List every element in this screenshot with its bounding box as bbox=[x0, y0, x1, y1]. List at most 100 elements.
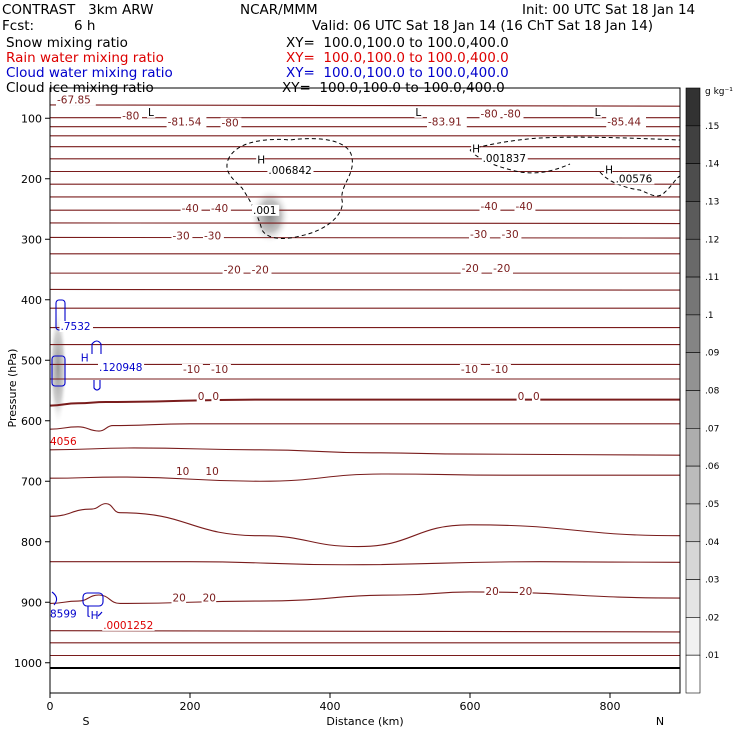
rain-water-label-0: 4056 bbox=[50, 436, 77, 448]
extremum-label-bg-13 bbox=[614, 173, 655, 185]
isotherm-label-bg-4 bbox=[180, 203, 202, 215]
colorbar-label-7: .08 bbox=[705, 387, 720, 397]
ice-contour-lower-lobe bbox=[469, 149, 571, 174]
isotherm-label-bg-25 bbox=[204, 466, 219, 478]
colorbar-swatch-1 bbox=[685, 125, 701, 164]
colorbar-swatch-5 bbox=[685, 276, 701, 316]
isotherm-label-1: -80 bbox=[222, 118, 239, 130]
y-tick-label-3: 400 bbox=[21, 294, 42, 307]
colorbar-swatch-13 bbox=[685, 579, 701, 618]
isotherm-26 bbox=[50, 591, 680, 605]
y-axis-label: Pressure (hPa) bbox=[6, 349, 19, 428]
colorbar-swatch-15 bbox=[685, 654, 701, 694]
colorbar-label-6: .09 bbox=[705, 349, 720, 359]
field-snow-name: Snow mixing ratio bbox=[6, 35, 128, 51]
isotherm-14 bbox=[50, 288, 680, 291]
extremum-label-bg-9 bbox=[252, 204, 280, 216]
colorbar-swatch-6 bbox=[685, 314, 701, 353]
isotherm-label-13: -20 bbox=[252, 265, 269, 277]
extremum-label-bg-5 bbox=[606, 116, 646, 128]
isotherm-label-8: -30 bbox=[173, 230, 190, 242]
cloud-water-contour-e bbox=[82, 592, 104, 607]
colorbar: .15 .14 .13 .12 .11 .1 .09 .08 .07 .06 .05 .04 .03 .0… bbox=[685, 87, 720, 694]
colorbar-unit: g kg⁻¹ bbox=[705, 87, 733, 97]
temperature-isotherms bbox=[50, 104, 680, 657]
y-tick-label-8: 900 bbox=[21, 596, 42, 609]
contour-labels: -80-80-80 -80-40 -40 -40 -40-30 -30 -30 -30-20-… bbox=[49, 94, 655, 632]
rain-water-label-bg-1 bbox=[102, 619, 155, 631]
field-rain-xy: XY= 100.0,100.0 to 100.0,400.0 bbox=[286, 50, 509, 66]
isotherm-label-2: -80 bbox=[481, 109, 498, 121]
x-tick-label-1: 200 bbox=[180, 700, 201, 713]
north-end-label: N bbox=[656, 715, 664, 728]
isotherm-label-28: 20 bbox=[485, 586, 498, 598]
rain-water-label-bg-0 bbox=[49, 435, 77, 447]
isotherm-27 bbox=[50, 630, 680, 633]
isotherm-label-15: -20 bbox=[493, 263, 510, 275]
isotherm-label-21: 0 bbox=[212, 391, 219, 403]
isotherm-label-bg-28 bbox=[484, 585, 499, 597]
isotherm-21 bbox=[50, 423, 680, 432]
extremum-label-bg-3 bbox=[427, 116, 467, 128]
extremum-label-bg-8 bbox=[267, 164, 314, 176]
isotherm-label-7: -40 bbox=[516, 201, 533, 213]
colorbar-label-4: .11 bbox=[705, 273, 719, 283]
isotherm-label-bg-10 bbox=[469, 229, 490, 241]
isotherm-label-0: -80 bbox=[122, 110, 139, 122]
colorbar-swatch-8 bbox=[685, 390, 701, 429]
extremum-label-13: .00576 bbox=[616, 173, 653, 185]
cloud-water-label-3: 8599 bbox=[50, 608, 77, 620]
isotherm-label-26: 20 bbox=[173, 593, 186, 605]
isotherm-22 bbox=[50, 447, 680, 456]
isotherm-label-bg-8 bbox=[171, 230, 193, 242]
extremum-label-10: H bbox=[472, 144, 480, 156]
isotherm-label-20: 0 bbox=[198, 391, 205, 403]
cloud-water-label-0: .7532 bbox=[61, 321, 91, 333]
center-title: NCAR/MMM bbox=[240, 2, 318, 18]
isotherm-label-11: -30 bbox=[502, 229, 519, 241]
isotherm-label-bg-17 bbox=[210, 363, 231, 375]
isotherm-label-bg-1 bbox=[220, 117, 242, 129]
extremum-label-11: .001837 bbox=[483, 153, 526, 165]
colorbar-label-10: .05 bbox=[705, 500, 719, 510]
colorbar-swatch-12 bbox=[685, 541, 701, 580]
isotherm-label-12: -20 bbox=[224, 265, 241, 277]
extremum-label-1: -81.54 bbox=[168, 117, 202, 129]
x-tick-label-4: 800 bbox=[600, 700, 621, 713]
isotherm-label-3: -80 bbox=[504, 109, 521, 121]
isotherm-0 bbox=[50, 104, 680, 107]
isotherm-24 bbox=[50, 503, 680, 548]
colorbar-swatch-3 bbox=[685, 201, 701, 240]
extremum-label-bg-0 bbox=[147, 106, 156, 118]
valid-time: Valid: 06 UTC Sat 18 Jan 14 (16 ChT Sat … bbox=[312, 18, 654, 34]
isotherm-label-19: -10 bbox=[491, 364, 508, 376]
isotherm-label-18: -10 bbox=[461, 364, 478, 376]
extremum-label-bg-2 bbox=[414, 106, 423, 118]
extremum-label-bg-7 bbox=[256, 154, 265, 166]
isotherm-label-29: 20 bbox=[519, 586, 532, 598]
isotherm-label-bg-0 bbox=[121, 110, 142, 122]
isotherm-label-bg-23 bbox=[532, 391, 541, 403]
isotherm-label-bg-6 bbox=[479, 201, 501, 213]
colorbar-label-14: .01 bbox=[705, 651, 719, 661]
isotherm-label-bg-21 bbox=[211, 391, 220, 403]
isotherm-11 bbox=[50, 236, 680, 239]
y-tick-label-6: 700 bbox=[21, 475, 42, 488]
ice-contour-upper-right bbox=[469, 136, 680, 151]
isotherm-label-bg-11 bbox=[500, 229, 522, 241]
colorbar-label-0: .15 bbox=[705, 122, 719, 132]
y-tick-label-2: 300 bbox=[21, 233, 42, 246]
isotherm-label-bg-20 bbox=[196, 391, 205, 403]
cloud-water-label-1: H bbox=[81, 352, 89, 364]
extremum-label-8: .006842 bbox=[268, 165, 311, 177]
extremum-label-12: H bbox=[605, 164, 613, 176]
colorbar-swatch-9 bbox=[685, 428, 701, 467]
cloud-water-label-2: .120948 bbox=[99, 362, 142, 374]
colorbar-label-12: .03 bbox=[705, 576, 719, 586]
colorbar-label-2: .13 bbox=[705, 197, 719, 207]
colorbar-swatch-2 bbox=[685, 163, 701, 202]
cloud-water-label-bg-4 bbox=[89, 610, 98, 622]
isotherm-label-bg-18 bbox=[459, 363, 481, 375]
cloud-water-contours bbox=[51, 299, 104, 618]
